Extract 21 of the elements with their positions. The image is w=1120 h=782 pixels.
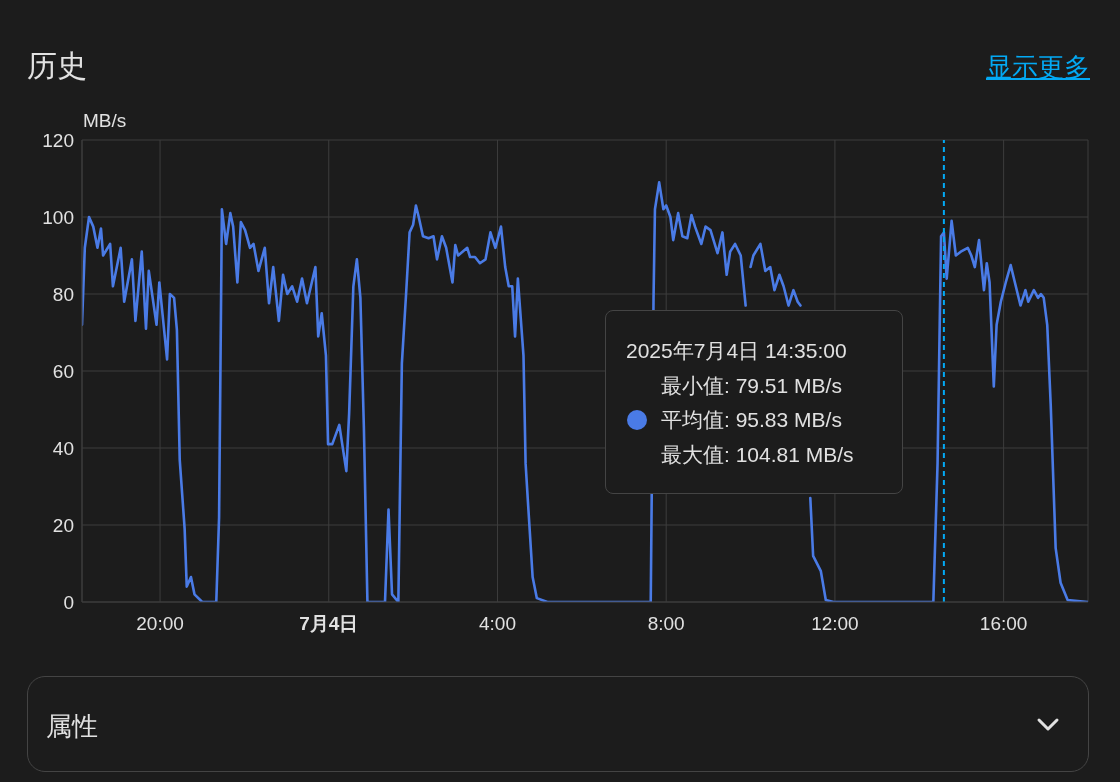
x-tick-label: 4:00 [478, 613, 516, 634]
y-tick-label: 100 [42, 206, 74, 228]
annotation: 平均值: 95.83 MB/s [661, 407, 842, 433]
y-tick-label: 40 [52, 437, 74, 459]
x-tick-label: 7月4日 [299, 613, 359, 634]
y-tick-label: 80 [52, 283, 74, 305]
x-tick-label: 20:00 [136, 613, 184, 634]
y-tick-label: 0 [63, 591, 74, 613]
y-tick-label: 60 [52, 360, 74, 382]
y-axis-title: MB/s [83, 110, 127, 132]
x-tick-label: 12:00 [811, 613, 859, 634]
expandable-card: 属性 [27, 676, 1089, 772]
x-tick-label: 8:00 [647, 613, 685, 634]
annotation: 2025年7月4日 14:35:00 [626, 338, 847, 364]
annotation: 最大值: 104.81 MB/s [661, 442, 854, 468]
x-tick-label: 16:00 [979, 613, 1028, 634]
y-tick-label: 120 [42, 129, 74, 151]
text: 显示更多 [986, 51, 1090, 84]
chart-title: 历史 [27, 48, 87, 84]
annotation: 最小值: 79.51 MB/s [661, 373, 842, 399]
y-tick-label: 20 [52, 514, 74, 536]
